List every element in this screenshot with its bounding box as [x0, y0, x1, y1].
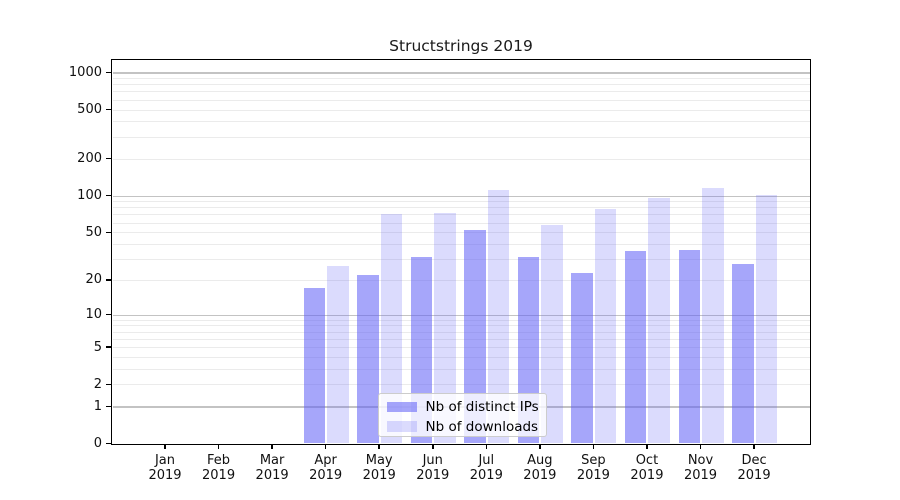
y-axis-tick: [106, 157, 112, 160]
bar-downloads-may-2019: [380, 214, 403, 444]
bar-downloads-nov-2019: [702, 187, 724, 444]
legend-swatch-downloads: [386, 421, 417, 432]
minor-gridline: [112, 121, 810, 123]
x-axis-tick: [592, 443, 595, 449]
bar-distinct-ips-oct-2019: [624, 250, 647, 444]
legend-item-distinct-ips: Nb of distinct IPs: [386, 399, 539, 416]
minor-gridline: [112, 279, 810, 281]
legend-label-downloads: Nb of downloads: [425, 418, 539, 435]
plot-area: [112, 60, 810, 444]
x-axis-tick-label: Mar 2019: [255, 452, 289, 484]
bar-distinct-ips-nov-2019: [678, 249, 700, 444]
y-axis-tick: [106, 346, 112, 348]
x-axis-tick-label: Feb 2019: [202, 452, 236, 484]
y-axis-tick-label: 20: [85, 272, 102, 288]
y-axis-tick-label: 10: [85, 307, 102, 323]
x-axis-tick-label: Jul 2019: [469, 452, 503, 484]
major-gridline: [112, 72, 810, 74]
minor-gridline: [112, 347, 810, 349]
major-gridline: [112, 195, 810, 197]
minor-gridline: [112, 201, 810, 203]
y-axis-tick-label: 500: [77, 102, 102, 118]
minor-gridline: [112, 91, 810, 93]
x-axis-tick: [699, 443, 702, 449]
bar-downloads-jun-2019: [434, 213, 456, 444]
minor-gridline: [112, 109, 810, 111]
y-axis-tick: [106, 313, 112, 316]
minor-gridline: [112, 325, 810, 327]
x-axis-tick-label: Apr 2019: [309, 452, 343, 484]
y-axis-tick: [106, 108, 112, 111]
bar-downloads-aug-2019: [541, 225, 563, 444]
bar-downloads-sep-2019: [594, 209, 617, 444]
legend: Nb of distinct IPs Nb of downloads: [377, 393, 547, 437]
bar-downloads-apr-2019: [327, 266, 349, 444]
y-axis-tick-label: 50: [85, 224, 102, 240]
minor-gridline: [112, 338, 810, 340]
minor-gridline: [112, 243, 810, 245]
y-axis-tick-label: 2: [93, 376, 102, 392]
y-axis-tick-label: 200: [77, 151, 102, 167]
y-axis-tick: [106, 194, 112, 197]
x-axis-tick: [753, 443, 755, 449]
x-axis-tick-label: Sep 2019: [576, 452, 610, 484]
y-axis-tick-label: 1000: [68, 64, 102, 80]
x-axis-tick-label: Oct 2019: [630, 452, 664, 484]
minor-gridline: [112, 99, 810, 101]
x-axis-tick-label: Nov 2019: [683, 452, 718, 484]
minor-gridline: [112, 214, 810, 216]
bar-distinct-ips-apr-2019: [303, 288, 326, 444]
minor-gridline: [112, 319, 810, 321]
x-axis-tick: [646, 443, 648, 449]
minor-gridline: [112, 259, 810, 261]
minor-gridline: [112, 158, 810, 160]
y-axis-tick: [106, 442, 112, 445]
legend-label-distinct-ips: Nb of distinct IPs: [425, 399, 539, 415]
x-axis-tick-label: Jun 2019: [416, 452, 450, 484]
major-gridline: [112, 314, 810, 317]
minor-gridline: [112, 384, 810, 386]
x-axis-tick-label: May 2019: [362, 452, 396, 484]
bar-distinct-ips-sep-2019: [571, 272, 593, 444]
y-axis-tick: [106, 231, 112, 234]
x-axis-tick: [324, 443, 327, 449]
bar-distinct-ips-may-2019: [357, 275, 379, 444]
minor-gridline: [112, 369, 810, 371]
y-axis-tick: [106, 405, 112, 407]
y-axis-tick: [106, 383, 112, 386]
chart-title: Structstrings 2019: [389, 37, 533, 55]
legend-swatch-distinct-ips: [386, 401, 417, 413]
bar-downloads-dec-2019: [755, 194, 778, 444]
x-axis-tick: [485, 443, 488, 449]
x-axis-tick: [271, 443, 273, 449]
y-axis-tick-label: 100: [77, 188, 102, 204]
minor-gridline: [112, 357, 810, 359]
y-axis-tick-label: 1: [93, 398, 102, 414]
y-axis-tick-label: 5: [93, 339, 102, 355]
y-axis-tick: [106, 71, 112, 74]
legend-item-downloads: Nb of downloads: [386, 418, 539, 435]
x-axis-tick-label: Jan 2019: [148, 452, 182, 484]
x-axis-tick-label: Dec 2019: [737, 452, 771, 484]
minor-gridline: [112, 232, 810, 234]
bar-distinct-ips-jul-2019: [464, 230, 486, 444]
minor-gridline: [112, 207, 810, 209]
x-axis-tick: [432, 443, 434, 449]
bar-downloads-oct-2019: [648, 197, 670, 444]
y-axis-tick-label: 0: [93, 436, 102, 451]
x-axis-tick: [164, 443, 166, 449]
x-axis-tick: [378, 443, 380, 449]
minor-gridline: [112, 78, 810, 79]
y-axis-tick: [106, 279, 112, 281]
x-axis-tick: [217, 443, 220, 449]
minor-gridline: [112, 84, 810, 86]
minor-gridline: [112, 136, 810, 138]
minor-gridline: [112, 331, 810, 333]
x-axis-tick-label: Aug 2019: [523, 452, 557, 484]
minor-gridline: [112, 222, 810, 224]
bar-distinct-ips-dec-2019: [732, 264, 754, 444]
bar-downloads-jul-2019: [487, 189, 510, 444]
x-axis-tick: [539, 443, 541, 449]
